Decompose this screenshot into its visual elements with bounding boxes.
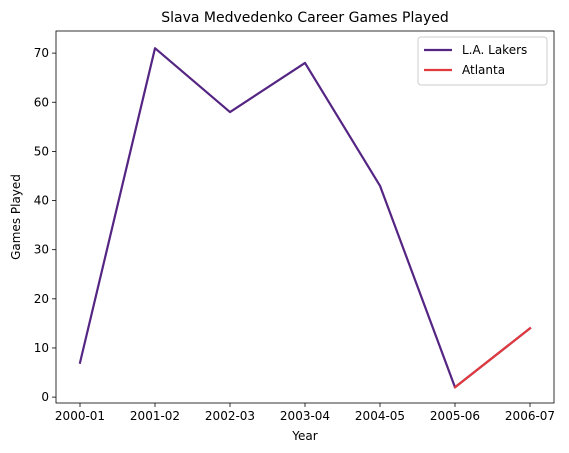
- y-tick-label: 20: [34, 292, 49, 306]
- y-tick-label: 60: [34, 95, 49, 109]
- y-tick-label: 50: [34, 144, 49, 158]
- y-tick-label: 10: [34, 341, 49, 355]
- x-tick-label: 2005-06: [430, 409, 480, 423]
- x-tick-label: 2002-03: [205, 409, 255, 423]
- x-axis-label: Year: [291, 429, 317, 443]
- legend-label: L.A. Lakers: [462, 43, 527, 57]
- y-axis-label: Games Played: [9, 174, 23, 260]
- series-line-atlanta: [453, 326, 532, 389]
- y-tick-label: 0: [41, 390, 49, 404]
- x-tick-label: 2000-01: [55, 409, 105, 423]
- legend-label: Atlanta: [462, 63, 505, 77]
- x-axis: 2000-01 2001-02 2002-03 2003-04 2004-05 2005-…: [55, 403, 555, 423]
- y-tick-label: 70: [34, 46, 49, 60]
- legend: L.A. Lakers Atlanta: [417, 36, 548, 86]
- chart-title: Slava Medvedenko Career Games Played: [161, 10, 449, 26]
- x-tick-label: 2003-04: [280, 409, 330, 423]
- series-layer: [78, 47, 532, 389]
- y-tick-label: 40: [34, 194, 49, 208]
- x-tick-label: 2001-02: [130, 409, 180, 423]
- y-tick-label: 30: [34, 243, 49, 257]
- y-axis: 0 10 20 30 40 50 60 70: [34, 46, 56, 404]
- x-tick-label: 2006-07: [505, 409, 555, 423]
- x-tick-label: 2004-05: [355, 409, 405, 423]
